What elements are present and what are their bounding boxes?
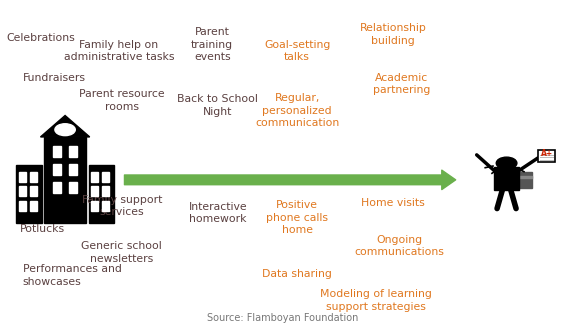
Text: Home visits: Home visits	[362, 198, 425, 208]
Text: Regular,
personalized
communication: Regular, personalized communication	[255, 93, 339, 128]
Text: Fundraisers: Fundraisers	[23, 73, 85, 82]
Text: Goal-setting
talks: Goal-setting talks	[264, 40, 331, 62]
Text: Modeling of learning
support strategies: Modeling of learning support strategies	[320, 289, 432, 312]
Bar	[89, 165, 114, 223]
Text: Positive
phone calls
home: Positive phone calls home	[266, 200, 328, 235]
Bar	[69, 164, 77, 175]
Text: Interactive
homework: Interactive homework	[188, 202, 247, 224]
Text: Parent
training
events: Parent training events	[191, 27, 233, 62]
Text: Celebrations: Celebrations	[7, 33, 75, 43]
Circle shape	[55, 124, 75, 136]
Bar	[19, 201, 26, 211]
Bar	[102, 201, 109, 211]
Text: Potlucks: Potlucks	[20, 224, 65, 234]
Polygon shape	[41, 115, 90, 137]
Bar	[519, 172, 533, 188]
Bar	[53, 182, 61, 193]
Bar	[102, 186, 109, 196]
Bar	[19, 172, 26, 182]
Bar	[53, 164, 61, 175]
Text: Data sharing: Data sharing	[262, 269, 332, 279]
Text: Family help on
administrative tasks: Family help on administrative tasks	[63, 40, 174, 62]
Bar	[69, 182, 77, 193]
Bar	[30, 172, 36, 182]
Bar	[53, 146, 61, 157]
Bar	[19, 186, 26, 196]
Text: Academic
partnering: Academic partnering	[373, 73, 431, 95]
Bar	[92, 186, 98, 196]
Bar	[44, 137, 87, 223]
Text: Back to School
Night: Back to School Night	[178, 94, 258, 117]
Bar	[69, 146, 77, 157]
Bar	[30, 186, 36, 196]
Text: A+: A+	[541, 149, 553, 158]
Text: Family support
services: Family support services	[82, 195, 162, 217]
Text: Performances and
showcases: Performances and showcases	[23, 264, 122, 287]
Bar	[518, 176, 533, 178]
Text: Source: Flamboyan Foundation: Source: Flamboyan Foundation	[207, 314, 359, 323]
Circle shape	[496, 157, 517, 169]
Bar	[92, 172, 98, 182]
Text: Ongoing
communications: Ongoing communications	[354, 235, 444, 257]
Text: Relationship
building: Relationship building	[360, 23, 427, 46]
Bar	[494, 167, 519, 189]
Bar	[16, 165, 42, 223]
Bar	[92, 201, 98, 211]
Bar	[102, 172, 109, 182]
Bar	[30, 201, 36, 211]
Text: Parent resource
rooms: Parent resource rooms	[79, 89, 165, 112]
Text: Generic school
newsletters: Generic school newsletters	[82, 241, 162, 264]
FancyArrowPatch shape	[125, 170, 456, 189]
Bar	[538, 150, 555, 162]
